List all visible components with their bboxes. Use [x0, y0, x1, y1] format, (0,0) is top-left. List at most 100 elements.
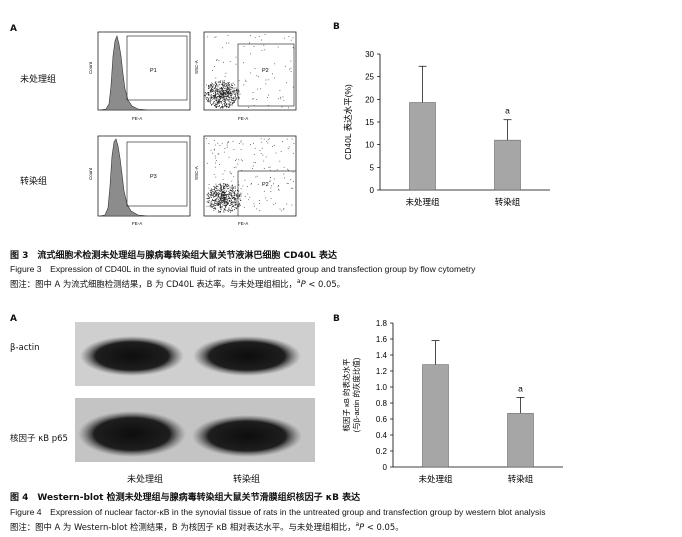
scatter-event — [247, 193, 249, 195]
scatter-event — [228, 92, 229, 94]
scatter-event — [223, 84, 225, 86]
scatter-event — [218, 190, 220, 191]
scatter-event — [220, 93, 222, 95]
scatter-event — [223, 211, 225, 213]
scatter-event — [227, 199, 229, 201]
fig4-bar-chart: 0 0.2 0.4 0.6 0.8 1.0 1.2 1.4 1.6 1.8 未处理组 转染组 a 核因子 … — [341, 319, 563, 484]
scatter-event — [226, 197, 227, 199]
scatter-event — [235, 187, 236, 189]
scatter-event — [213, 148, 215, 150]
scatter-event — [221, 189, 222, 191]
scatter-event — [222, 105, 224, 107]
scatter-event — [224, 105, 225, 107]
scatter-event — [230, 89, 232, 90]
y-tick-label: 25 — [365, 73, 374, 82]
scatter1-dots — [204, 34, 295, 109]
scatter-event — [227, 141, 229, 143]
scatter1-gate-label: P2 — [262, 68, 269, 74]
scatter-event — [233, 149, 235, 150]
scatter-event — [224, 91, 226, 93]
scatter-event — [233, 205, 235, 207]
scatter-event — [256, 99, 258, 100]
fig3-note-text: 图注：图中 A 为流式细胞检测结果，B 为 CD40L 表达率。与未处理组相比， — [10, 279, 297, 289]
scatter-event — [228, 185, 230, 187]
scatter-event — [230, 207, 232, 209]
scatter-event — [229, 189, 231, 191]
scatter-event — [222, 81, 224, 83]
scatter-event — [225, 92, 227, 94]
scatter-event — [227, 99, 229, 101]
scatter-event — [209, 89, 211, 91]
scatter-event — [290, 179, 291, 181]
scatter-event — [280, 210, 282, 212]
scatter-event — [205, 93, 207, 95]
scatter-event — [228, 84, 230, 85]
scatter-event — [286, 182, 288, 184]
scatter-event — [286, 203, 288, 205]
scatter-event — [215, 94, 217, 96]
scatter-event — [231, 187, 233, 189]
scatter-event — [235, 98, 237, 100]
scatter-event — [233, 193, 235, 194]
scatter-event — [219, 204, 221, 205]
scatter-event — [274, 77, 275, 79]
scatter-event — [220, 96, 222, 97]
scatter-event — [231, 201, 233, 203]
scatter2-gate-label: P2 — [262, 182, 269, 188]
scatter-event — [216, 90, 218, 92]
scatter-event — [208, 205, 210, 207]
scatter-event — [235, 63, 237, 65]
scatter-event — [216, 190, 218, 192]
scatter-event — [234, 195, 235, 197]
scatter-event — [254, 205, 255, 207]
scatter-event — [221, 106, 223, 107]
scatter1-frame — [203, 31, 297, 111]
scatter-event — [251, 183, 252, 184]
scatter-event — [235, 190, 236, 192]
scatter-event — [211, 97, 212, 99]
scatter-event — [222, 96, 224, 98]
scatter-event — [219, 107, 221, 109]
scatter-event — [215, 198, 217, 200]
bar — [422, 364, 449, 468]
scatter-event — [215, 194, 217, 196]
scatter-event — [265, 197, 267, 199]
scatter-event — [223, 183, 225, 185]
scatter2-xaxis: FE-A — [238, 221, 248, 226]
scatter-event — [213, 196, 215, 198]
scatter-event — [228, 207, 230, 209]
scatter-event — [240, 188, 242, 189]
scatter-event — [210, 195, 211, 197]
scatter-event — [224, 187, 225, 189]
scatter2-yaxis: SSC-A — [194, 166, 199, 180]
scatter-event — [231, 94, 233, 96]
scatter-event — [273, 183, 274, 185]
scatter-event — [266, 199, 268, 201]
scatter-event — [236, 89, 237, 90]
scatter-event — [223, 194, 224, 195]
scatter-event — [210, 84, 212, 85]
scatter-event — [217, 211, 219, 213]
scatter-event — [226, 195, 228, 197]
scatter-event — [229, 104, 231, 106]
scatter-event — [225, 201, 227, 203]
scatter-event — [218, 89, 220, 90]
scatter-event — [253, 98, 254, 100]
scatter-event — [214, 155, 216, 157]
scatter-event — [240, 140, 242, 142]
scatter-event — [208, 200, 210, 202]
scatter-event — [225, 197, 227, 199]
fig4-note-sup: a — [355, 521, 360, 529]
scatter-event — [209, 101, 211, 103]
scatter-event — [221, 93, 223, 95]
scatter-event — [286, 138, 288, 140]
scatter-event — [210, 194, 212, 196]
scatter-event — [236, 204, 238, 206]
scatter-event — [210, 100, 212, 102]
scatter-event — [205, 95, 206, 97]
scatter-event — [216, 189, 218, 191]
scatter-event — [209, 204, 211, 206]
scatter-event — [211, 203, 213, 205]
scatter-event — [226, 204, 228, 205]
scatter-event — [286, 82, 287, 84]
